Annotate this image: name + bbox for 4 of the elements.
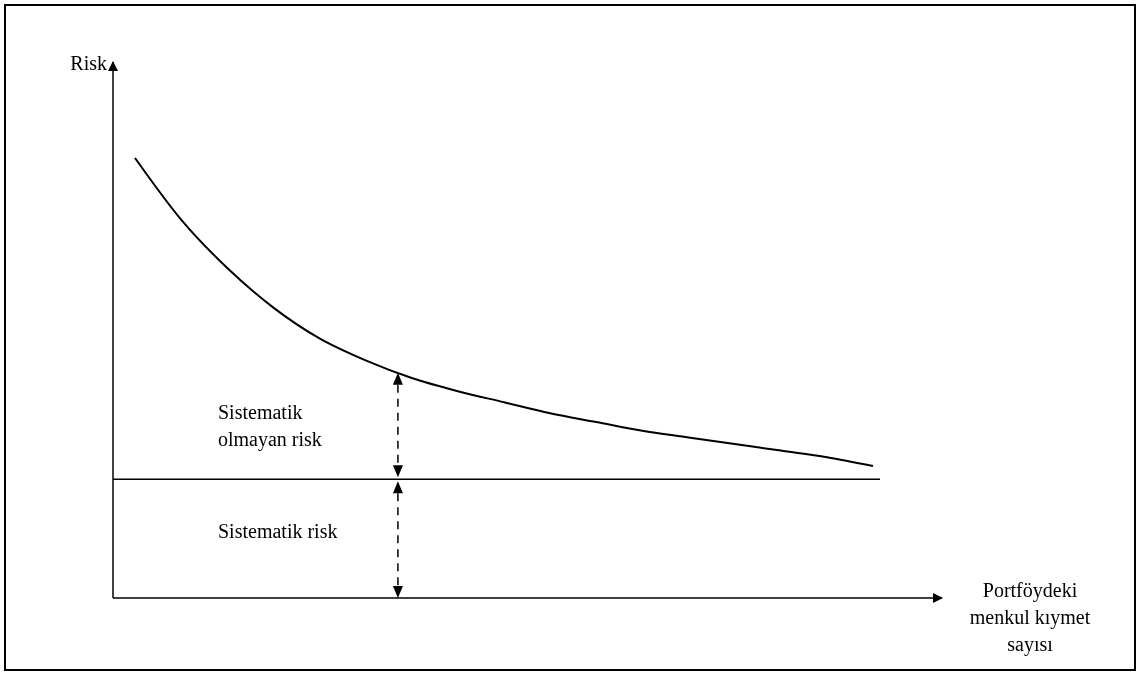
annotation: Sistematik risk <box>218 519 338 542</box>
x-axis-title: Portföydeki menkul kıymet sayısı <box>969 579 1091 656</box>
annotation: Sistematik olmayan risk <box>218 401 322 452</box>
y-axis-title: Risk <box>70 52 107 74</box>
